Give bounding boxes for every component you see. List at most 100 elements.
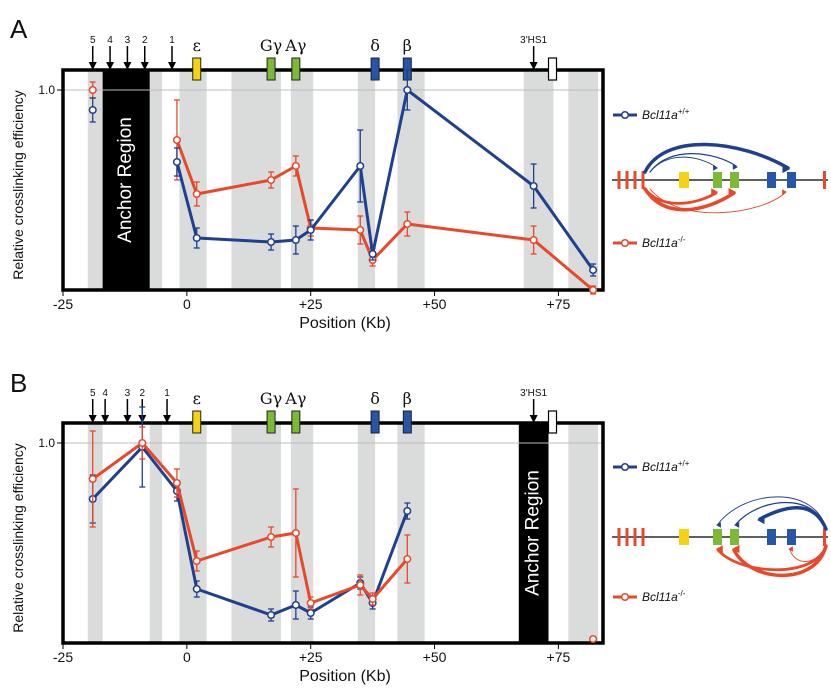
- interaction-arrow-strong: [716, 544, 828, 572]
- data-point: [403, 219, 412, 229]
- gene-label: Aγ: [284, 36, 306, 55]
- legend-superscript: -/-: [678, 235, 686, 244]
- plot-frame: [61, 421, 605, 645]
- x-tick-label: +50: [423, 649, 447, 665]
- data-point: [356, 161, 365, 171]
- data-point: [267, 610, 276, 620]
- x-axis-label: Position (Kb): [299, 315, 391, 332]
- hs-site-mark: [641, 171, 645, 189]
- hs-site-mark: [633, 528, 637, 546]
- panel-B: B Anchor Region 1.0 Relative crosslinking e…: [10, 368, 828, 685]
- interaction-arrow-strong-head: [782, 164, 790, 174]
- data-point: [267, 237, 276, 247]
- data-point: [192, 556, 201, 566]
- schem-agamma: [730, 172, 739, 188]
- anchor-label: Anchor Region: [115, 117, 136, 243]
- data-point: [192, 584, 201, 594]
- gene-box: [291, 57, 301, 81]
- gene-label: Gγ: [260, 36, 282, 55]
- schem-epsilon: [679, 529, 689, 545]
- gene-box: [192, 410, 202, 434]
- x-axis-label: Position (Kb): [299, 668, 391, 685]
- hs-arrowhead: [140, 62, 149, 70]
- data-point: [589, 285, 598, 295]
- interaction-arrow-weak-head: [788, 546, 793, 552]
- schem-epsilon: [679, 172, 689, 188]
- series-wildtype: [88, 69, 598, 277]
- shaded-region: [397, 70, 425, 290]
- hs-site-mark: [617, 171, 621, 189]
- legend-ko: Bcl11a-/-: [613, 589, 686, 604]
- data-point: [589, 634, 598, 644]
- data-point: [356, 580, 365, 590]
- interaction-arrow-strong-head: [757, 515, 765, 525]
- hs-label: 1: [169, 35, 175, 46]
- hs-site-mark: [625, 528, 629, 546]
- data-point: [306, 225, 315, 235]
- data-point: [368, 594, 377, 604]
- data-point: [88, 105, 97, 115]
- hs-site-mark: [617, 528, 621, 546]
- interaction-arrow-strong: [643, 187, 718, 205]
- interaction-arrow-weak: [735, 501, 827, 530]
- locus-schematic: [612, 496, 828, 578]
- schem-ggamma: [713, 172, 722, 188]
- gene-box: [266, 57, 276, 81]
- hs-label: 3: [125, 388, 131, 399]
- hs-site-mark: [625, 171, 629, 189]
- schem-delta: [767, 172, 776, 188]
- series-line: [91, 441, 409, 605]
- gene-label: δ: [370, 36, 380, 55]
- hs-label: 2: [142, 35, 148, 46]
- legend-label: Bcl11a-/-: [642, 589, 686, 604]
- x-tick-label: -25: [53, 649, 73, 665]
- y-tick-label: 1.0: [38, 436, 55, 450]
- legend-marker: [620, 592, 630, 602]
- series-knockout: [88, 426, 598, 644]
- shaded-region: [568, 423, 599, 643]
- x-tick-label: -25: [53, 296, 73, 312]
- y-axis-label: Relative crosslinking efficiency: [10, 443, 26, 633]
- series-line: [175, 88, 595, 271]
- gene-box: [192, 57, 202, 81]
- schem-delta: [767, 529, 776, 545]
- gene-box: [291, 410, 301, 434]
- interaction-arrow-weak-head: [716, 522, 721, 528]
- interaction-arrow-strong-head: [732, 544, 740, 554]
- legend-label: Bcl11a+/+: [642, 459, 690, 474]
- interaction-arrow-weak: [717, 496, 827, 530]
- hs-arrowhead: [88, 62, 97, 70]
- data-point: [192, 233, 201, 243]
- interaction-arrow-weak: [649, 188, 786, 214]
- gene-box: [370, 410, 380, 434]
- shaded-region: [149, 423, 163, 643]
- gene-label: β: [403, 36, 412, 55]
- series-line: [175, 139, 595, 292]
- data-point: [172, 157, 181, 167]
- interaction-arrow-weak: [789, 545, 827, 562]
- shaded-region: [149, 70, 163, 290]
- schem-hs1: [823, 171, 826, 189]
- hs-label: 4: [107, 35, 113, 46]
- data-point: [306, 608, 315, 618]
- shaded-region: [87, 70, 103, 290]
- schem-agamma: [730, 529, 739, 545]
- interaction-arrow-weak-head: [732, 164, 738, 170]
- shaded-region: [87, 423, 103, 643]
- gene-label: Gγ: [260, 389, 282, 408]
- legend-label: Bcl11a+/+: [642, 107, 690, 122]
- data-point: [88, 85, 97, 95]
- data-point: [291, 161, 300, 171]
- data-point: [291, 528, 300, 538]
- hs1-arrowhead: [529, 62, 538, 70]
- hs-label: 1: [164, 388, 170, 399]
- hs-label: 5: [90, 388, 96, 399]
- data-point: [403, 85, 412, 95]
- hs1-label: 3'HS1: [520, 35, 547, 46]
- y-tick-label: 1.0: [38, 83, 55, 97]
- panel-A: A Anchor Region 1.0 Relative crosslinking e…: [10, 14, 828, 332]
- hs-arrowhead: [101, 415, 110, 423]
- legend-superscript: +/+: [678, 459, 690, 468]
- legend-base: Bcl11a: [642, 460, 678, 474]
- schem-beta: [787, 529, 796, 545]
